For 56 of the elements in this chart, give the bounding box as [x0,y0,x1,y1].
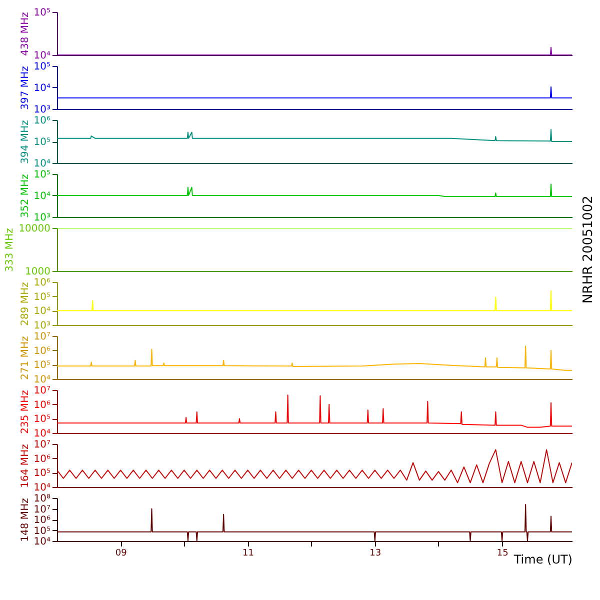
y-tick-label: 10⁷ [34,386,50,396]
y-axis-title: 235 MHz [20,390,31,434]
y-tick-label: 10⁴ [34,83,50,94]
y-tick-label: 10⁸ [34,494,50,504]
y-tick-label: 10⁷ [34,332,50,342]
y-axis-title: 164 MHz [20,444,31,488]
y-tick-label: 10⁵ [34,8,50,18]
y-tick-label: 10⁶ [34,400,50,411]
y-axis-title: 394 MHz [20,120,31,164]
y-tick-label: 10000 [18,224,50,234]
y-axis-title: 397 MHz [20,66,31,110]
y-tick-label: 10⁵ [34,292,50,303]
y-tick-label: 10⁵ [34,360,50,372]
y-axis-title: 148 MHz [20,498,31,542]
text: NRHR 20051002 [581,196,596,304]
x-axis-title: Time (UT) [512,552,572,566]
y-tick-label: 10⁵ [34,526,50,537]
y-tick-label: 10⁴ [34,191,50,202]
y-tick-label: 10⁷ [34,440,50,450]
x-tick-label: 13 [370,548,382,558]
y-axis-title: 352 MHz [20,174,31,218]
y-tick-label: 10⁶ [34,515,50,526]
y-axis-title: 289 MHz [20,282,31,326]
line-series [57,290,572,312]
y-tick-label: 10⁶ [34,116,50,126]
x-tick-label: 15 [496,548,508,558]
line-series [57,346,572,371]
y-tick-label: 10⁴ [34,158,50,170]
y-tick-label: 10⁶ [34,346,50,357]
line-series [57,449,572,484]
line-series [57,129,572,142]
line-series [57,394,572,428]
y-axis-title: 271 MHz [20,336,31,380]
x-tick-label: 09 [115,548,128,558]
y-tick-label: 10⁴ [34,374,50,386]
y-axis-title: 333 MHz [4,228,16,272]
y-tick-label: 10⁷ [34,504,50,516]
y-tick-label: 10⁵ [34,62,50,72]
y-tick-label: 10³ [34,212,50,224]
y-tick-label: 10⁴ [34,306,50,318]
y-tick-label: 10³ [34,104,50,116]
y-tick-label: 10⁴ [34,50,50,62]
y-tick-label: 10⁶ [34,278,50,288]
y-tick-label: 10⁴ [34,428,50,440]
y-tick-label: 1000 [25,266,50,278]
y-tick-label: 10³ [34,320,50,332]
y-tick-label: 10⁵ [34,170,50,180]
y-tick-label: 10⁵ [34,137,50,148]
y-tick-label: 10⁴ [34,482,50,494]
line-series [57,184,572,197]
y-axis-title: 438 MHz [20,12,31,56]
y-tick-label: 10⁶ [34,454,50,465]
x-tick-label: 11 [242,548,254,558]
y-tick-label: 10⁵ [34,414,50,426]
y-tick-label: 10⁴ [34,536,50,548]
y-tick-label: 10⁵ [34,468,50,480]
